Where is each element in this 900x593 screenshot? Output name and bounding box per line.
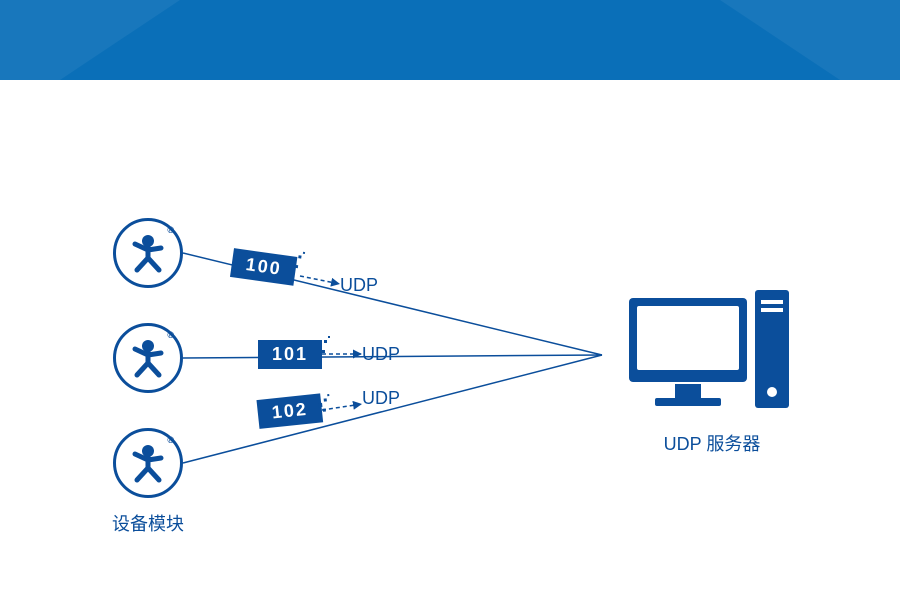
packet-100: 100 — [230, 248, 297, 286]
server-caption: UDP 服务器 — [632, 430, 792, 456]
packet-102: 102 — [256, 393, 323, 429]
device-module-101: ® — [113, 323, 183, 393]
server-icon — [625, 288, 795, 428]
packet-value: 102 — [271, 399, 309, 423]
registered-mark-icon: ® — [167, 330, 174, 340]
diagram: ® ® ® 100 UDP 101 UDP — [0, 0, 900, 593]
packet-101: 101 — [258, 340, 322, 369]
device-module-102: ® — [113, 428, 183, 498]
device-module-100: ® — [113, 218, 183, 288]
person-icon — [125, 230, 171, 276]
person-icon — [125, 335, 171, 381]
pixel-deco-icon — [290, 246, 317, 273]
pixel-deco-icon — [317, 389, 343, 415]
udp-label-100: UDP — [340, 275, 378, 296]
packet-value: 101 — [272, 344, 308, 364]
person-icon — [125, 440, 171, 486]
devices-caption: 设备模块 — [108, 510, 188, 536]
udp-label-102: UDP — [362, 388, 400, 409]
udp-label-101: UDP — [362, 344, 400, 365]
udp-server — [625, 288, 795, 433]
registered-mark-icon: ® — [167, 435, 174, 445]
registered-mark-icon: ® — [167, 225, 174, 235]
pixel-deco-icon — [318, 332, 342, 356]
packet-value: 100 — [245, 254, 283, 279]
